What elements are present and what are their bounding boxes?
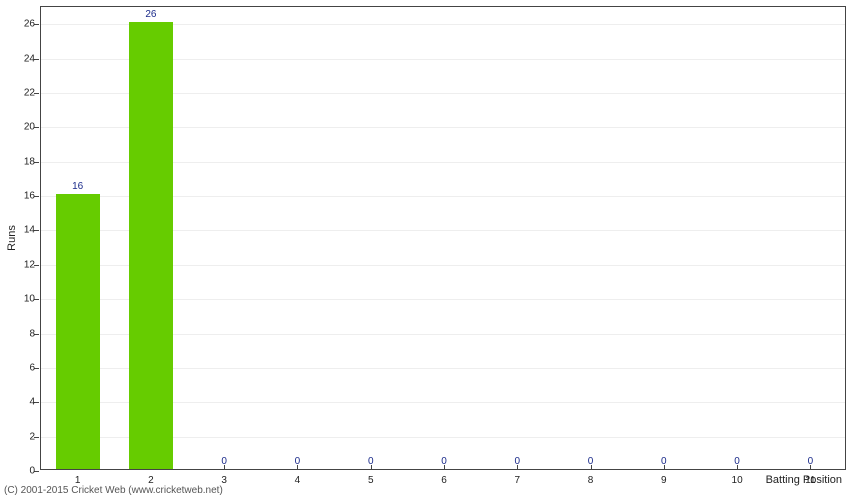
xtick-label: 6 xyxy=(441,475,447,486)
bar-value-label: 0 xyxy=(661,456,667,467)
ytick-label: 8 xyxy=(29,328,35,339)
x-axis-label: Batting Position xyxy=(766,474,842,486)
ytick-label: 20 xyxy=(24,122,35,133)
xtick-label: 7 xyxy=(514,475,520,486)
xtick-label: 8 xyxy=(588,475,594,486)
bar-value-label: 0 xyxy=(295,456,301,467)
y-axis-label: Runs xyxy=(6,225,18,251)
xtick-label: 10 xyxy=(732,475,743,486)
ytick-label: 10 xyxy=(24,294,35,305)
bar xyxy=(56,194,100,469)
xtick-label: 5 xyxy=(368,475,374,486)
ytick-label: 14 xyxy=(24,225,35,236)
xtick-label: 9 xyxy=(661,475,667,486)
bar-value-label: 0 xyxy=(221,456,227,467)
copyright-text: (C) 2001-2015 Cricket Web (www.cricketwe… xyxy=(4,485,223,496)
bar-value-label: 0 xyxy=(514,456,520,467)
ytick-label: 12 xyxy=(24,259,35,270)
bar-value-label: 0 xyxy=(734,456,740,467)
ytick-label: 26 xyxy=(24,19,35,30)
bar xyxy=(129,22,173,469)
ytick-label: 22 xyxy=(24,87,35,98)
bar-value-label: 0 xyxy=(588,456,594,467)
bar-value-label: 0 xyxy=(368,456,374,467)
xtick-label: 4 xyxy=(295,475,301,486)
bar-value-label: 0 xyxy=(441,456,447,467)
plot-area: 0246810121416182022242612345678910111626… xyxy=(41,7,845,469)
ytick-label: 4 xyxy=(29,397,35,408)
bar-value-label: 16 xyxy=(72,181,83,192)
bar-value-label: 0 xyxy=(808,456,814,467)
bar-value-label: 26 xyxy=(145,9,156,20)
ytick-label: 18 xyxy=(24,156,35,167)
ytick-label: 16 xyxy=(24,191,35,202)
chart-frame: 0246810121416182022242612345678910111626… xyxy=(40,6,846,470)
ytick-label: 6 xyxy=(29,362,35,373)
ytick-label: 24 xyxy=(24,53,35,64)
ytick-label: 0 xyxy=(29,466,35,477)
ytick-label: 2 xyxy=(29,431,35,442)
